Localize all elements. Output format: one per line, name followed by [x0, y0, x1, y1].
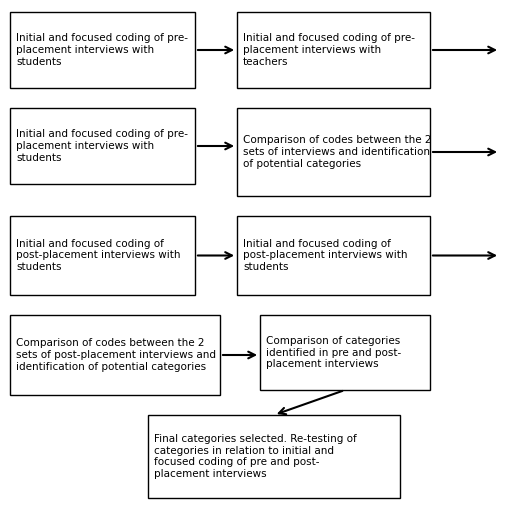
Text: Comparison of categories
identified in pre and post-
placement interviews: Comparison of categories identified in p… — [266, 336, 401, 369]
Bar — [237, 108, 430, 196]
Bar — [10, 315, 220, 395]
Bar — [237, 12, 430, 88]
Bar — [10, 12, 195, 88]
Text: Initial and focused coding of pre-
placement interviews with
teachers: Initial and focused coding of pre- place… — [243, 33, 415, 67]
Bar — [148, 415, 400, 498]
Bar — [10, 216, 195, 295]
Text: Final categories selected. Re-testing of
categories in relation to initial and
f: Final categories selected. Re-testing of… — [154, 434, 357, 479]
Bar — [237, 216, 430, 295]
Bar — [10, 108, 195, 184]
Text: Initial and focused coding of pre-
placement interviews with
students: Initial and focused coding of pre- place… — [16, 129, 188, 163]
Text: Comparison of codes between the 2
sets of interviews and identification
of poten: Comparison of codes between the 2 sets o… — [243, 135, 432, 169]
Text: Initial and focused coding of
post-placement interviews with
students: Initial and focused coding of post-place… — [16, 239, 181, 272]
Text: Initial and focused coding of pre-
placement interviews with
students: Initial and focused coding of pre- place… — [16, 33, 188, 67]
Text: Comparison of codes between the 2
sets of post-placement interviews and
identifi: Comparison of codes between the 2 sets o… — [16, 338, 216, 372]
Bar — [260, 315, 430, 390]
Text: Initial and focused coding of
post-placement interviews with
students: Initial and focused coding of post-place… — [243, 239, 407, 272]
